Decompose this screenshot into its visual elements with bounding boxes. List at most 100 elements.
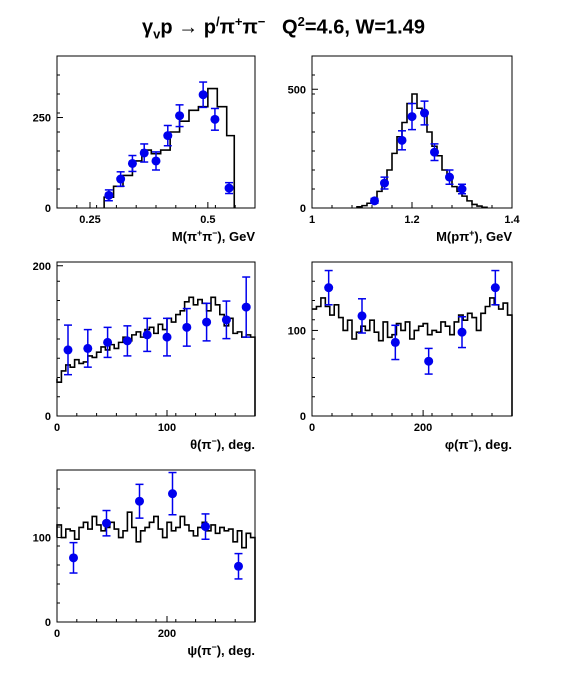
- x-axis-label-superscript: −: [211, 436, 216, 446]
- data-point: [198, 90, 208, 100]
- data-point: [175, 111, 185, 121]
- x-tick-label: 0.25: [79, 214, 100, 226]
- title-reaction: p → p: [160, 16, 216, 39]
- x-tick-label: 0: [54, 422, 60, 434]
- title-minus: −: [257, 14, 266, 29]
- data-point: [122, 336, 132, 346]
- data-point: [63, 345, 73, 355]
- plot-phi: 0 200 0 100 φ(π−), deg.: [288, 261, 513, 452]
- data-point: [445, 172, 454, 182]
- x-axis-label-superscript: −: [212, 228, 217, 238]
- plot-theta: 0 100 0 200 θ(π−), deg.: [33, 261, 256, 452]
- histogram-line: [103, 87, 236, 208]
- y-tick-label: 0: [45, 203, 51, 215]
- data-point: [420, 108, 429, 118]
- data-point: [324, 283, 334, 293]
- x-axis-label: φ(π−), deg.: [445, 436, 512, 452]
- x-axis-label-text: θ(π: [190, 437, 211, 452]
- title-plus: +: [234, 14, 243, 29]
- x-axis-label-text: ), GeV: [474, 229, 512, 244]
- y-tick-label: 500: [288, 84, 306, 96]
- data-point: [430, 147, 439, 157]
- x-tick-label: 1.2: [404, 214, 419, 226]
- data-point: [221, 315, 231, 325]
- data-point: [127, 158, 137, 168]
- data-point: [83, 343, 93, 353]
- data-point: [397, 135, 407, 145]
- x-tick-label: 0: [54, 628, 60, 640]
- x-tick-label: 1: [309, 214, 315, 226]
- data-point: [390, 337, 400, 347]
- x-axis-label: M(pπ+), GeV: [436, 228, 512, 244]
- title-q-squared: 2: [297, 14, 305, 29]
- x-tick-label: 0.5: [200, 214, 215, 226]
- data-point: [102, 518, 111, 528]
- data-point: [151, 156, 161, 166]
- data-point: [380, 178, 389, 188]
- y-tick-label: 100: [288, 325, 306, 337]
- data-point: [116, 174, 126, 184]
- x-axis-label-superscript: −: [468, 436, 473, 446]
- data-point: [234, 561, 243, 571]
- figure-title: γvp → p/π+π− Q2=4.6, W=1.49: [0, 14, 567, 42]
- title-sub-v: v: [153, 26, 161, 42]
- title-q: Q: [265, 16, 298, 39]
- y-tick-label: 0: [300, 203, 306, 215]
- x-tick-label: 200: [414, 422, 432, 434]
- plot-frame: [56, 469, 256, 623]
- x-axis-label-text: φ(π: [445, 437, 469, 452]
- x-axis-label: M(π+π−), GeV: [172, 228, 256, 244]
- y-tick-label: 100: [33, 533, 51, 545]
- plot-frame: [311, 55, 513, 209]
- data-point: [182, 322, 192, 332]
- x-axis-label: θ(π−), deg.: [190, 436, 255, 452]
- x-axis-label-text: M(pπ: [436, 229, 469, 244]
- histogram-line: [312, 297, 513, 416]
- data-point: [139, 148, 149, 158]
- x-axis-label-text: ), deg.: [474, 437, 512, 452]
- data-point: [202, 317, 212, 327]
- x-axis-label-superscript: +: [197, 228, 202, 238]
- x-tick-label: 100: [158, 422, 176, 434]
- x-tick-label: 0: [309, 422, 315, 434]
- data-point: [241, 302, 251, 312]
- histogram-line: [56, 296, 256, 416]
- plot-m_ppiplus: 1 1.2 1.4 0 500 M(pπ+), GeV: [288, 55, 521, 244]
- plot-frame: [56, 55, 256, 209]
- y-tick-label: 0: [300, 411, 306, 423]
- data-point: [457, 327, 467, 337]
- title-pi2: π: [242, 16, 258, 39]
- data-point: [490, 283, 500, 293]
- title-gamma: γ: [142, 16, 154, 39]
- data-point: [69, 553, 78, 563]
- data-point: [210, 114, 220, 124]
- data-point: [457, 184, 467, 194]
- data-point: [162, 332, 172, 342]
- data-point: [168, 489, 177, 499]
- x-axis-label: ψ(π−), deg.: [187, 642, 255, 658]
- x-tick-label: 1.4: [504, 214, 520, 226]
- x-axis-label-superscript: −: [211, 642, 216, 652]
- data-point: [357, 311, 367, 321]
- x-axis-label-text: ψ(π: [187, 643, 211, 658]
- plot-psi: 0 200 0 100 ψ(π−), deg.: [33, 469, 256, 658]
- data-point: [407, 112, 417, 122]
- data-point: [163, 131, 173, 141]
- data-point: [142, 330, 152, 340]
- data-point: [135, 496, 144, 506]
- x-axis-label-superscript: +: [469, 228, 474, 238]
- y-tick-label: 0: [45, 411, 51, 423]
- data-point: [424, 356, 434, 366]
- data-point: [370, 196, 379, 206]
- data-point: [103, 337, 113, 347]
- y-tick-label: 250: [33, 113, 51, 125]
- x-axis-label-text: ), deg.: [217, 437, 255, 452]
- data-point: [201, 522, 210, 532]
- y-tick-label: 200: [33, 261, 51, 273]
- x-axis-label-text: ), GeV: [217, 229, 255, 244]
- data-point: [224, 183, 234, 193]
- title-pi1: π: [219, 16, 235, 39]
- histogram-line: [56, 511, 256, 622]
